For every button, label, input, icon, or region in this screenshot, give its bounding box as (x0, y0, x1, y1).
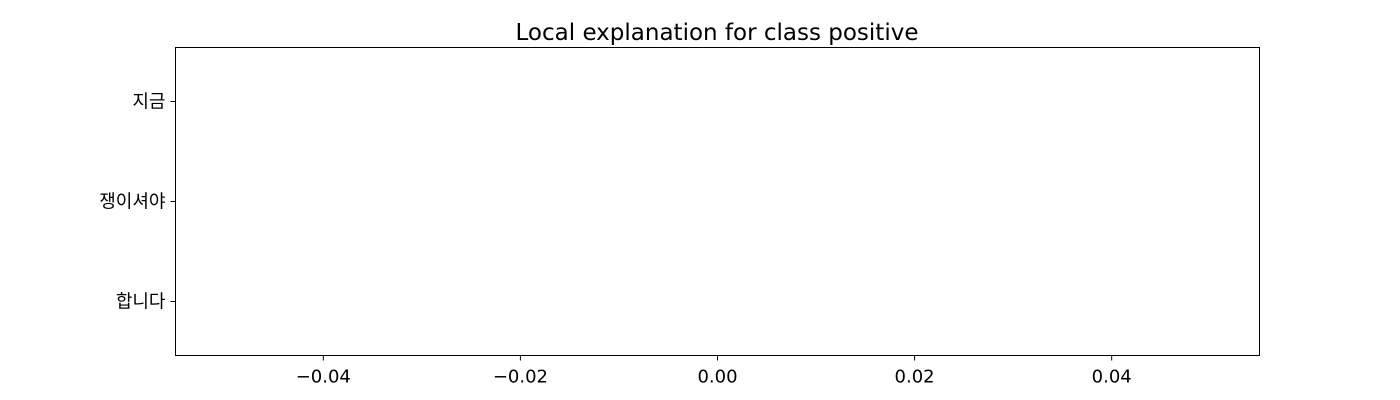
x-tick-label-4: 0.04 (1092, 367, 1132, 388)
plot-area-frame (175, 47, 1260, 356)
x-tick-label-2: 0.00 (697, 367, 737, 388)
y-tick-label-2: 합니다 (116, 292, 166, 313)
y-tick-label-1: 쟁이셔야 (99, 192, 165, 213)
x-tick-label-0: −0.04 (296, 367, 351, 388)
x-axis: −0.04 −0.02 0.00 0.02 0.04 (296, 355, 1132, 388)
y-tick-label-0: 지금 (132, 92, 165, 113)
chart-title: Local explanation for class positive (516, 20, 919, 46)
x-tick-label-1: −0.02 (493, 367, 548, 388)
x-tick-label-3: 0.02 (895, 367, 935, 388)
